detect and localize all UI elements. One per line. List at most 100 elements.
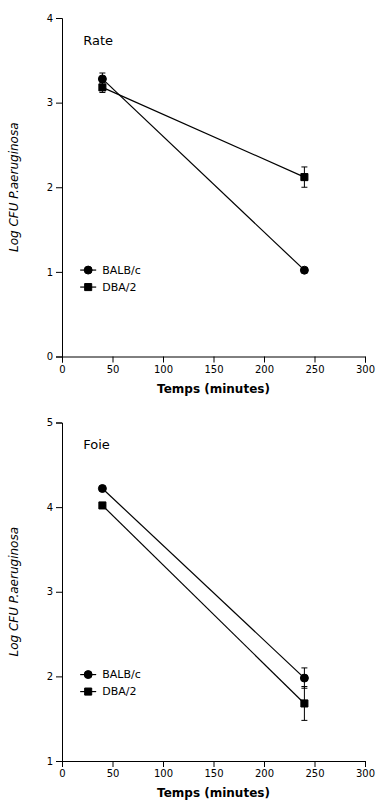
- x-tick-mark: [113, 357, 114, 363]
- point: [301, 700, 308, 707]
- x-tick: 150: [204, 357, 223, 375]
- error-bar: [301, 668, 307, 688]
- y-tick-mark: [56, 357, 62, 358]
- plot-area: [98, 73, 308, 274]
- y-tick-label: 2: [47, 671, 53, 682]
- y-tick-label: 3: [47, 586, 53, 597]
- y-tick: 3: [47, 97, 62, 108]
- y-tick-label: 1: [47, 756, 53, 767]
- x-tick-mark: [264, 357, 265, 363]
- point: [301, 174, 308, 181]
- x-axis-title: Temps (minutes): [157, 786, 270, 800]
- y-tick: 2: [47, 671, 62, 682]
- y-tick-label: 2: [47, 182, 53, 193]
- y-axis-title: Log CFU P.aeruginosa: [7, 122, 21, 252]
- y-tick-mark: [56, 187, 62, 188]
- x-tick-label: 100: [154, 768, 173, 779]
- x-tick-label: 50: [107, 768, 120, 779]
- y-tick-label: 3: [47, 97, 53, 108]
- x-tick-mark: [315, 357, 316, 363]
- x-tick: 300: [356, 357, 375, 375]
- y-axis-title: Log CFU P.aeruginosa: [7, 527, 21, 657]
- x-tick-mark: [365, 761, 366, 767]
- legend-label: BALB/c: [102, 264, 140, 277]
- chart-title: Rate: [83, 33, 113, 48]
- x-tick-label: 250: [305, 364, 324, 375]
- legend-label: DBA/2: [102, 281, 136, 294]
- x-tick-mark: [163, 357, 164, 363]
- legend-swatch: [85, 284, 92, 291]
- y-tick: 1: [47, 267, 62, 278]
- x-tick: 50: [107, 357, 120, 375]
- y-tick-mark: [56, 676, 62, 677]
- x-tick-label: 100: [154, 364, 173, 375]
- series: [98, 73, 308, 274]
- x-tick-mark: [365, 357, 366, 363]
- legend-label: BALB/c: [102, 668, 140, 681]
- x-tick-label: 300: [356, 364, 375, 375]
- x-tick: 100: [154, 761, 173, 779]
- x-tick-mark: [163, 761, 164, 767]
- x-tick-label: 150: [204, 364, 223, 375]
- x-tick: 250: [305, 761, 324, 779]
- x-axis: 0 50 100 150 200 250 300: [59, 357, 375, 375]
- x-tick: 200: [255, 761, 274, 779]
- panel: 0 50 100 150 200 250 300 1 2 3 4 5 Temps (minutes) Lo…: [7, 417, 375, 800]
- legend: BALB/c DBA/2: [80, 668, 140, 698]
- legend-item: BALB/c: [80, 264, 140, 277]
- x-tick-label: 50: [107, 364, 120, 375]
- x-axis-line: [63, 357, 366, 363]
- y-tick-mark: [56, 507, 62, 508]
- legend-swatch: [85, 688, 92, 695]
- y-tick-mark: [56, 592, 62, 593]
- panel: 0 50 100 150 200 250 300 0 1 2 3 4 Temps (minutes) Lo…: [7, 13, 375, 396]
- y-tick-mark: [56, 18, 62, 19]
- y-tick-mark: [56, 423, 62, 424]
- y-tick: 4: [47, 13, 62, 24]
- x-tick-label: 300: [356, 768, 375, 779]
- x-tick-label: 200: [255, 364, 274, 375]
- legend-label: DBA/2: [102, 685, 136, 698]
- error-bar: [301, 687, 307, 721]
- x-tick: 0: [59, 761, 65, 779]
- series: [99, 502, 308, 720]
- x-tick: 0: [59, 357, 65, 375]
- point: [300, 674, 308, 682]
- y-tick: 1: [47, 756, 62, 767]
- x-tick-label: 150: [204, 768, 223, 779]
- y-tick: 5: [47, 417, 62, 428]
- point: [99, 84, 106, 91]
- legend-item: BALB/c: [80, 668, 140, 681]
- series-line: [102, 505, 304, 703]
- legend-swatch: [84, 266, 92, 274]
- y-tick-label: 5: [47, 417, 53, 428]
- x-tick-label: 0: [59, 364, 65, 375]
- y-tick-mark: [56, 272, 62, 273]
- x-axis: 0 50 100 150 200 250 300: [59, 761, 375, 779]
- y-tick-label: 0: [47, 351, 53, 362]
- legend-item: DBA/2: [80, 685, 136, 698]
- x-tick-mark: [264, 761, 265, 767]
- y-tick-mark: [56, 761, 62, 762]
- series-line: [102, 79, 304, 270]
- series: [99, 82, 308, 187]
- y-axis: 0 1 2 3 4: [47, 13, 63, 363]
- x-axis-title: Temps (minutes): [157, 382, 270, 396]
- x-tick-mark: [214, 357, 215, 363]
- x-tick: 150: [204, 761, 223, 779]
- y-tick: 0: [47, 351, 62, 362]
- y-tick: 2: [47, 182, 62, 193]
- y-axis-line: [56, 19, 63, 358]
- legend-swatch: [84, 671, 92, 679]
- x-tick-label: 200: [255, 768, 274, 779]
- x-tick: 100: [154, 357, 173, 375]
- point: [98, 75, 106, 83]
- x-tick-mark: [113, 761, 114, 767]
- x-tick: 50: [107, 761, 120, 779]
- y-tick-label: 4: [47, 502, 53, 513]
- series: [98, 485, 308, 689]
- x-tick-mark: [315, 761, 316, 767]
- x-tick-label: 250: [305, 768, 324, 779]
- point: [300, 266, 308, 274]
- y-tick-mark: [56, 103, 62, 104]
